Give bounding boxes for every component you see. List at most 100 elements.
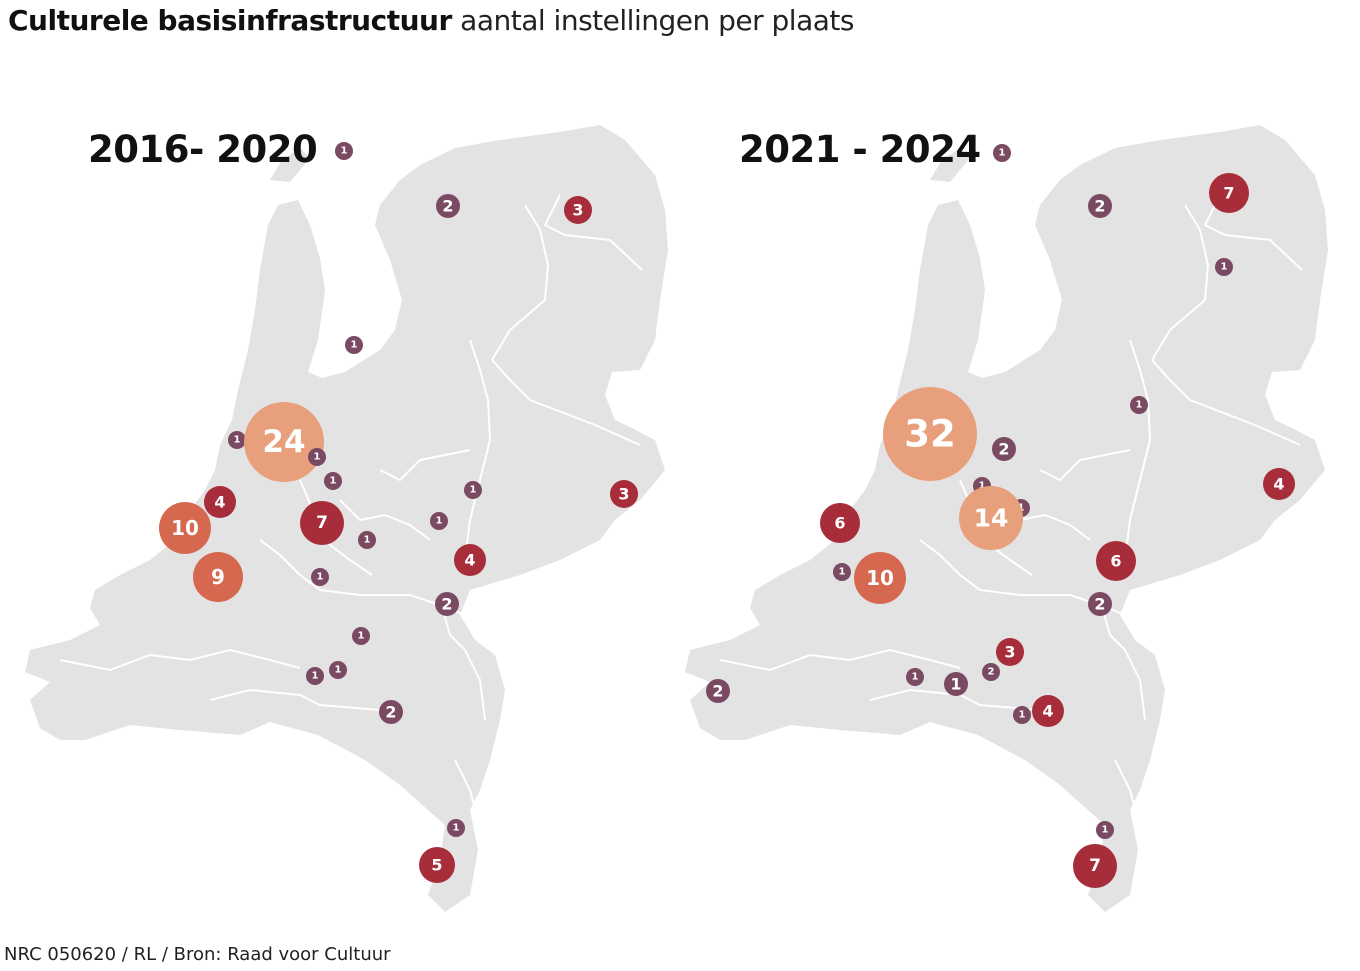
province-border bbox=[1039, 449, 1131, 482]
city-bubble: 3 bbox=[610, 480, 638, 508]
city-bubble: 6 bbox=[820, 503, 860, 543]
bubble-count-label: 1 bbox=[1019, 710, 1026, 721]
city-bubble: 24 bbox=[244, 402, 324, 482]
province-border bbox=[339, 499, 431, 541]
city-bubble: 32 bbox=[883, 387, 977, 481]
bubble-count-label: 2 bbox=[441, 595, 452, 614]
bubble-circle bbox=[311, 568, 329, 586]
bubble-circle bbox=[204, 486, 236, 518]
bubble-count-label: 7 bbox=[1223, 184, 1234, 203]
city-bubble: 1 bbox=[352, 627, 370, 645]
bubble-circle bbox=[419, 847, 455, 883]
city-bubble: 1 bbox=[993, 144, 1011, 162]
bubble-circle bbox=[959, 486, 1023, 550]
province-border bbox=[464, 339, 492, 561]
bubble-circle bbox=[436, 194, 460, 218]
bubble-count-label: 7 bbox=[1089, 856, 1101, 876]
bubble-circle bbox=[324, 472, 342, 490]
map-panel-2016-2020: 1 2 3 1 1 24 1 1 4 10 7 1 3 1 1 4 9 1 2 1 1 1 2 1 5 2016- 2020 bbox=[0, 0, 680, 940]
province-border bbox=[719, 648, 961, 672]
province-border bbox=[1151, 204, 1210, 361]
land-island bbox=[930, 148, 970, 182]
province-border bbox=[439, 599, 486, 721]
city-bubble: 1 bbox=[1215, 258, 1233, 276]
city-bubble: 2 bbox=[992, 437, 1016, 461]
city-bubble: 4 bbox=[1263, 468, 1295, 500]
city-bubble: 4 bbox=[454, 544, 486, 576]
bubble-circle bbox=[706, 679, 730, 703]
period-label: 2016- 2020 bbox=[88, 128, 318, 171]
bubble-circle bbox=[944, 672, 968, 696]
bubble-circle bbox=[1130, 396, 1148, 414]
province-border bbox=[259, 539, 466, 616]
province-border bbox=[1099, 599, 1146, 721]
bubble-count-label: 1 bbox=[314, 452, 321, 463]
city-bubble: 10 bbox=[159, 502, 211, 554]
bubble-circle bbox=[454, 544, 486, 576]
bubble-circle bbox=[906, 668, 924, 686]
province-border bbox=[1114, 759, 1139, 821]
bubble-circle bbox=[1096, 821, 1114, 839]
bubble-circle bbox=[1215, 258, 1233, 276]
province-border bbox=[454, 759, 479, 821]
city-bubble: 2 bbox=[1088, 592, 1112, 616]
bubble-circle bbox=[1073, 844, 1117, 888]
bubble-circle bbox=[1209, 173, 1249, 213]
province-border bbox=[209, 688, 381, 711]
netherlands-map: 1 2 3 1 1 24 1 1 4 10 7 1 3 1 1 4 9 1 2 1 1 1 2 1 5 bbox=[25, 125, 668, 912]
bubble-count-label: 1 bbox=[436, 516, 443, 527]
province-border bbox=[379, 449, 471, 482]
netherlands-map: 1271132211144661102312121417 bbox=[685, 125, 1328, 912]
city-bubble: 4 bbox=[204, 486, 236, 518]
province-border bbox=[1151, 359, 1301, 446]
bubble-count-label: 1 bbox=[1136, 400, 1143, 411]
province-border bbox=[1124, 339, 1152, 561]
bubble-count-label: 1 bbox=[234, 435, 241, 446]
city-bubble: 1 bbox=[308, 448, 326, 466]
city-bubble: 1 bbox=[329, 661, 347, 679]
bubble-count-label: 2 bbox=[442, 197, 453, 216]
bubble-count-label: 1 bbox=[330, 476, 337, 487]
province-border bbox=[543, 194, 643, 271]
city-bubble: 7 bbox=[1209, 173, 1249, 213]
city-bubble: 2 bbox=[982, 663, 1000, 681]
bubble-count-label: 1 bbox=[839, 567, 846, 578]
bubble-count-label: 2 bbox=[712, 682, 723, 701]
city-bubble: 1 bbox=[311, 568, 329, 586]
bubble-count-label: 4 bbox=[1273, 475, 1284, 494]
city-bubble: 1 bbox=[358, 531, 376, 549]
bubble-circle bbox=[379, 700, 403, 724]
province-border bbox=[1203, 194, 1303, 271]
bubble-count-label: 2 bbox=[998, 440, 1009, 459]
bubble-circle bbox=[610, 480, 638, 508]
bubble-count-label: 2 bbox=[385, 703, 396, 722]
bubble-count-label: 1 bbox=[364, 535, 371, 546]
bubble-count-label: 32 bbox=[904, 413, 956, 456]
bubble-circle bbox=[1013, 706, 1031, 724]
bubble-circle bbox=[1088, 592, 1112, 616]
bubble-circle bbox=[982, 663, 1000, 681]
bubble-circle bbox=[352, 627, 370, 645]
bubble-circle bbox=[1032, 695, 1064, 727]
bubble-count-label: 4 bbox=[214, 493, 225, 512]
bubble-circle bbox=[300, 501, 344, 545]
bubble-circle bbox=[820, 503, 860, 543]
city-bubble: 3 bbox=[996, 638, 1024, 666]
city-bubble: 1 bbox=[1130, 396, 1148, 414]
land-island bbox=[270, 148, 310, 182]
bubble-count-label: 3 bbox=[618, 485, 629, 504]
bubble-count-label: 1 bbox=[979, 481, 986, 492]
bubble-circle bbox=[564, 196, 592, 224]
province-border bbox=[59, 648, 301, 672]
city-bubble: 3 bbox=[564, 196, 592, 224]
city-bubble: 1 bbox=[447, 819, 465, 837]
bubble-circle bbox=[992, 437, 1016, 461]
title-bold: Culturele basisinfrastructuur bbox=[8, 4, 452, 37]
bubble-circle bbox=[1263, 468, 1295, 500]
province-border bbox=[491, 204, 550, 361]
bubble-count-label: 1 bbox=[1221, 262, 1228, 273]
period-label: 2021 - 2024 bbox=[739, 128, 981, 171]
city-bubble: 2 bbox=[379, 700, 403, 724]
bubble-circle bbox=[883, 387, 977, 481]
city-bubble: 14 bbox=[959, 486, 1023, 550]
